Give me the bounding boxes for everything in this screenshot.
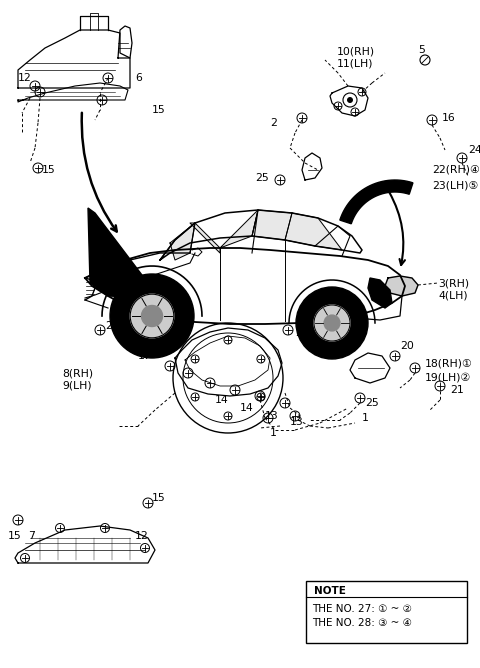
- Polygon shape: [220, 210, 258, 248]
- Polygon shape: [340, 180, 413, 224]
- Polygon shape: [368, 278, 392, 308]
- Text: 15: 15: [8, 531, 22, 541]
- Text: 9(LH): 9(LH): [62, 381, 92, 391]
- Text: 17: 17: [138, 351, 152, 361]
- Text: 4(LH): 4(LH): [438, 291, 468, 301]
- Text: 21: 21: [450, 385, 464, 395]
- Text: 18(RH)①: 18(RH)①: [425, 358, 473, 368]
- Text: 12: 12: [135, 531, 149, 541]
- Circle shape: [142, 305, 163, 327]
- Text: 15: 15: [42, 165, 56, 175]
- Polygon shape: [285, 213, 342, 250]
- Polygon shape: [252, 210, 292, 240]
- Text: 12: 12: [18, 73, 32, 83]
- Text: 3(RH): 3(RH): [438, 278, 469, 288]
- Text: 11(LH): 11(LH): [337, 59, 373, 69]
- Text: 20: 20: [295, 328, 309, 338]
- Text: 10(RH): 10(RH): [337, 47, 375, 57]
- Text: 15: 15: [152, 493, 166, 503]
- Circle shape: [130, 294, 174, 338]
- Text: 16: 16: [442, 113, 456, 123]
- Text: 5: 5: [418, 45, 425, 55]
- Text: 22(RH)④: 22(RH)④: [432, 165, 480, 175]
- Text: 20: 20: [400, 341, 414, 351]
- Text: 15: 15: [152, 105, 166, 115]
- Polygon shape: [170, 223, 195, 260]
- Text: 24: 24: [468, 145, 480, 155]
- Text: 23(LH)⑤: 23(LH)⑤: [432, 181, 478, 191]
- Text: NOTE: NOTE: [314, 586, 346, 596]
- Text: 26: 26: [105, 321, 119, 331]
- Text: 25: 25: [255, 173, 269, 183]
- Text: 13: 13: [290, 417, 304, 427]
- Text: 13: 13: [265, 411, 279, 421]
- Circle shape: [324, 315, 340, 331]
- Text: THE NO. 27: ① ~ ②: THE NO. 27: ① ~ ②: [312, 604, 412, 614]
- Circle shape: [110, 274, 194, 358]
- Polygon shape: [190, 223, 220, 253]
- Text: 6: 6: [135, 73, 142, 83]
- Text: 14: 14: [240, 403, 254, 413]
- Text: 25: 25: [365, 398, 379, 408]
- Text: 8(RH): 8(RH): [62, 368, 93, 378]
- Text: 7: 7: [28, 531, 35, 541]
- Text: 19(LH)②: 19(LH)②: [425, 373, 471, 383]
- Circle shape: [347, 97, 353, 103]
- Text: 1: 1: [362, 413, 369, 423]
- Text: 2: 2: [270, 118, 277, 128]
- Polygon shape: [100, 268, 148, 300]
- Polygon shape: [88, 208, 152, 298]
- Text: THE NO. 28: ③ ~ ④: THE NO. 28: ③ ~ ④: [312, 618, 412, 628]
- Text: 1: 1: [270, 428, 277, 438]
- Bar: [306, 581, 467, 643]
- Polygon shape: [385, 276, 418, 296]
- Circle shape: [296, 287, 368, 359]
- Circle shape: [314, 305, 350, 341]
- Text: 14: 14: [215, 395, 229, 405]
